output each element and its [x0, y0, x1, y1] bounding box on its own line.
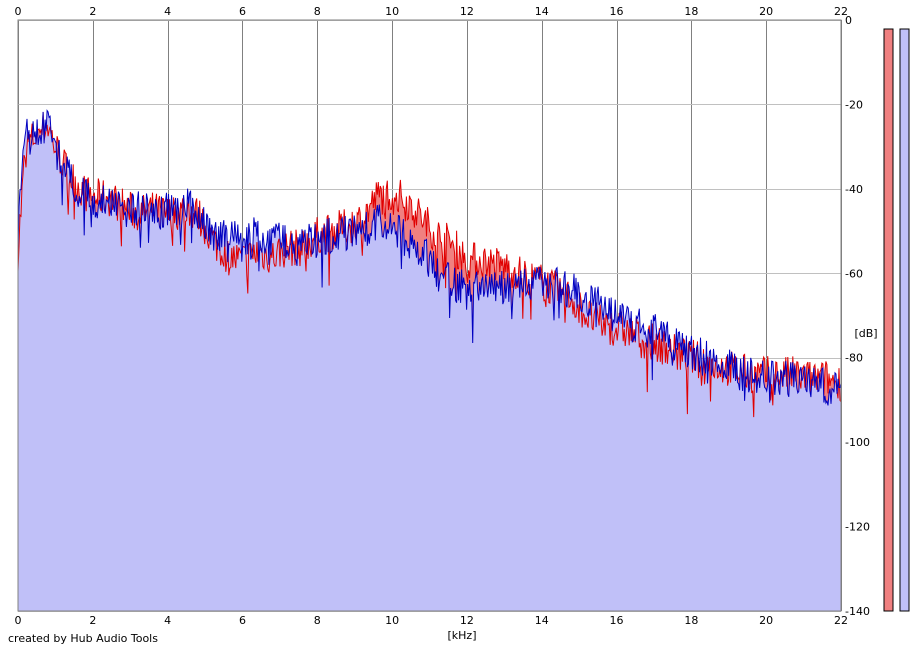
y-tick-label: -140: [845, 605, 870, 618]
x-tick-label-top: 2: [89, 5, 96, 18]
y-tick-label: -120: [845, 521, 870, 534]
y-tick-label: -100: [845, 436, 870, 449]
x-tick-label-top: 0: [15, 5, 22, 18]
series-area-1: [18, 110, 841, 611]
x-tick-label-bottom: 14: [535, 614, 549, 627]
x-tick-label-top: 20: [759, 5, 773, 18]
x-tick-label-bottom: 4: [164, 614, 171, 627]
x-tick-label-bottom: 8: [314, 614, 321, 627]
x-tick-label-top: 8: [314, 5, 321, 18]
y-tick-label: -40: [845, 183, 863, 196]
series-lines: [17, 109, 842, 418]
y-tick-label: -60: [845, 267, 863, 280]
x-tick-label-top: 4: [164, 5, 171, 18]
x-tick-label-top: 10: [385, 5, 399, 18]
x-tick-label-top: 14: [535, 5, 549, 18]
channel-bar-1[interactable]: [899, 28, 910, 612]
x-tick-label-bottom: 0: [15, 614, 22, 627]
y-tick-label: -20: [845, 98, 863, 111]
x-axis-label: [kHz]: [448, 629, 477, 642]
x-tick-label-top: 18: [684, 5, 698, 18]
channel-level-bars[interactable]: [883, 28, 910, 612]
plot-border: [17, 19, 842, 612]
credit-text: created by Hub Audio Tools: [8, 632, 158, 645]
series-areas: [18, 110, 841, 611]
y-tick-labels: 0 -20 -40 -60 -80 -100 -120 -140: [845, 14, 870, 618]
x-tick-label-bottom: 12: [460, 614, 474, 627]
x-tick-label-bottom: 22: [834, 614, 848, 627]
x-tick-label-bottom: 10: [385, 614, 399, 627]
x-tick-label-bottom: 20: [759, 614, 773, 627]
x-tick-label-bottom: 6: [239, 614, 246, 627]
x-tick-label-bottom: 16: [610, 614, 624, 627]
x-tick-labels-bottom: 0 2 4 6 8 10 12 14 16 18 20 22: [15, 614, 849, 627]
x-tick-label-bottom: 2: [89, 614, 96, 627]
x-tick-label-top: 16: [610, 5, 624, 18]
series-line-1: [17, 109, 842, 406]
x-tick-label-top: 6: [239, 5, 246, 18]
channel-bar-0[interactable]: [883, 28, 894, 612]
x-tick-label-top: 12: [460, 5, 474, 18]
x-tick-labels-top: 0 2 4 6 8 10 12 14 16 18 20 22: [15, 5, 849, 18]
y-tick-label: -80: [845, 352, 863, 365]
y-tick-label: 0: [845, 14, 852, 27]
y-axis-label: [dB]: [854, 327, 877, 340]
x-tick-label-bottom: 18: [684, 614, 698, 627]
x-tick-label-top: 22: [834, 5, 848, 18]
